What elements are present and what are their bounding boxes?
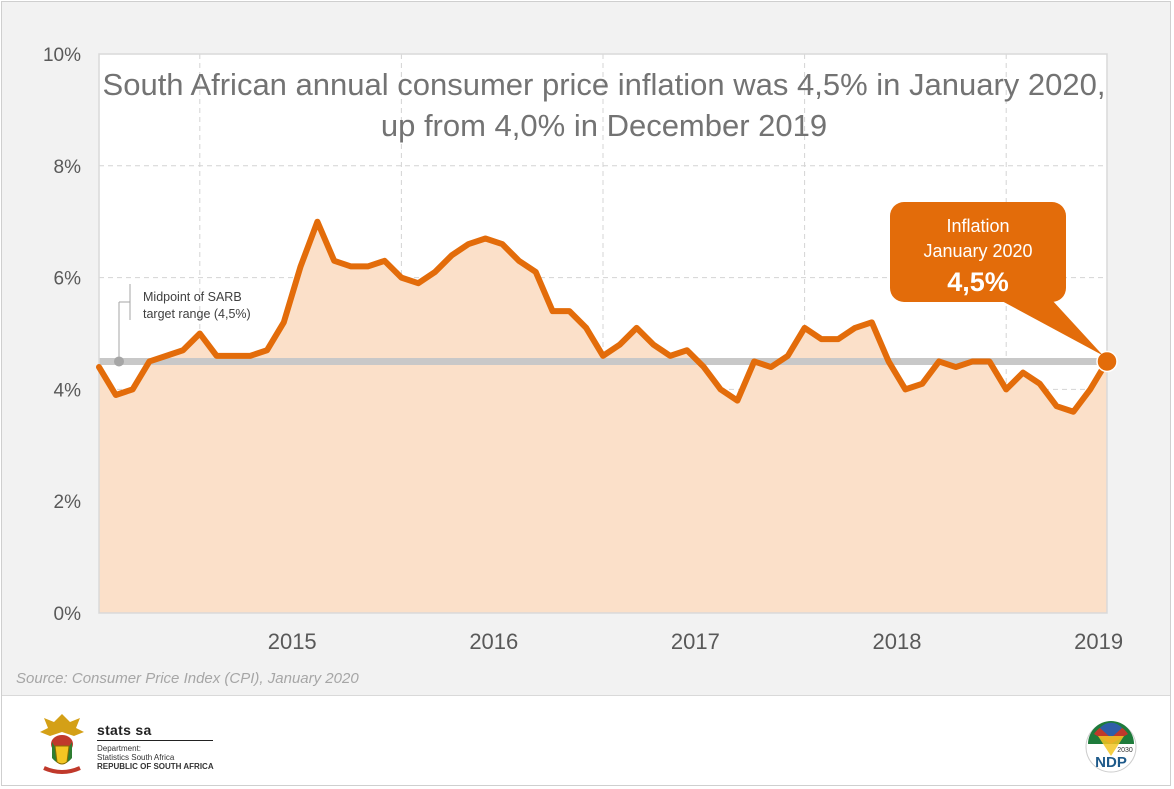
sarb-label-line2: target range (4,5%) [143, 307, 251, 321]
callout-line1: Inflation [946, 216, 1009, 236]
y-tick-label: 2% [54, 492, 82, 513]
sarb-label-line1: Midpoint of SARB [143, 290, 242, 304]
ndp-year: 2030 [1117, 747, 1133, 754]
area-fill [99, 221, 1107, 613]
y-tick-label: 6% [54, 269, 82, 290]
ndp-logo-icon: 2030 NDP [1085, 721, 1137, 773]
y-tick-label: 8% [54, 157, 82, 178]
country-name: REPUBLIC OF SOUTH AFRICA [97, 762, 214, 771]
dept-name: Statistics South Africa [97, 753, 175, 762]
x-year-label: 2016 [469, 629, 518, 654]
ndp-text: NDP [1095, 754, 1127, 771]
org-divider [97, 740, 213, 741]
x-year-label: 2017 [671, 629, 720, 654]
org-name: stats sa [97, 722, 152, 738]
chart-title: South African annual consumer price infl… [102, 67, 1106, 143]
plot-border [98, 53, 1108, 614]
callout-box [890, 202, 1066, 302]
callout-value: 4,5% [947, 267, 1009, 297]
y-tick-label: 4% [54, 380, 82, 401]
source-note: Source: Consumer Price Index (CPI), Janu… [16, 670, 359, 687]
latest-value-marker [1096, 350, 1118, 373]
dept-label: Department: [97, 744, 142, 753]
x-year-label: 2015 [268, 629, 317, 654]
x-year-label: 2019 [1074, 629, 1123, 654]
callout-pointer [1000, 300, 1103, 356]
x-year-label: 2018 [873, 629, 922, 654]
cpi-series-line [96, 218, 1110, 415]
y-tick-label: 10% [43, 45, 81, 66]
y-tick-label: 0% [54, 604, 82, 625]
inflation-chart: 0% 2% 4% 6% 8% 10% 2015 2016 2017 2018 2019 Midpoin… [43, 45, 1123, 654]
footer-divider [2, 695, 1170, 696]
coat-of-arms-icon [40, 714, 84, 774]
annotation-dot [114, 356, 124, 367]
callout-line2: January 2020 [923, 241, 1032, 261]
